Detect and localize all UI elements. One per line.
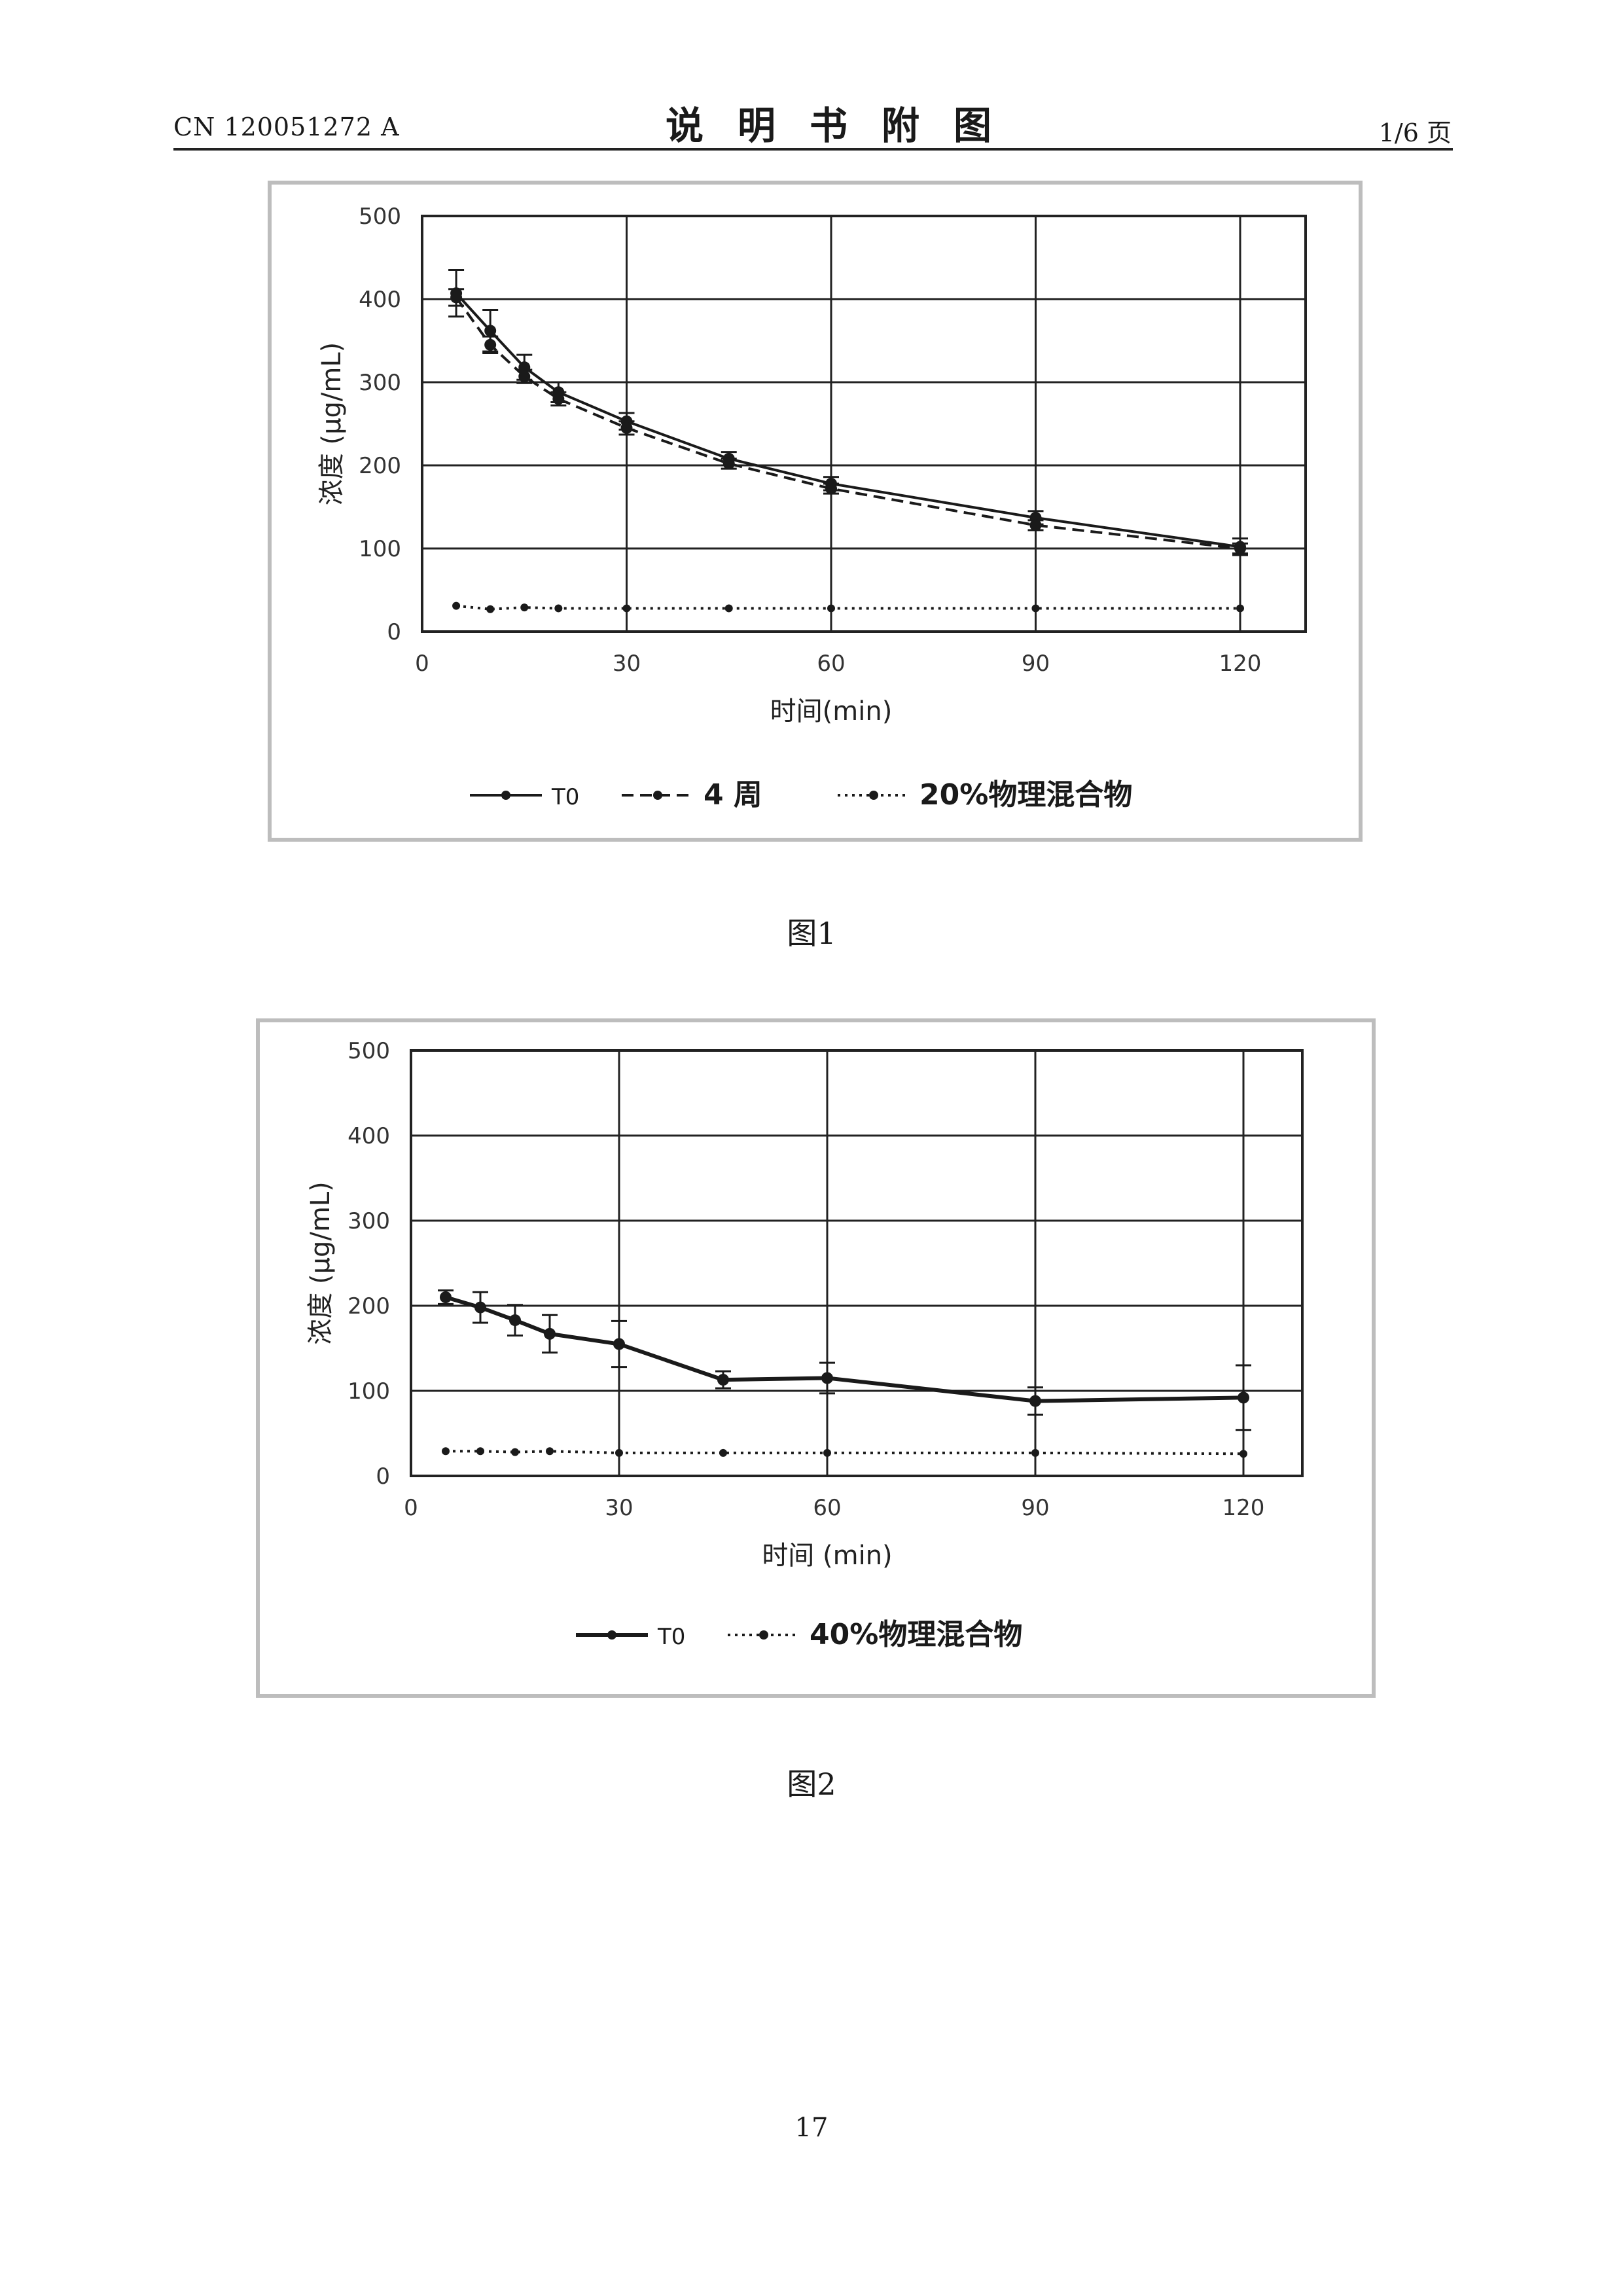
x-tick-label: 90 xyxy=(1022,651,1050,677)
y-tick-label: 500 xyxy=(348,1038,390,1064)
chart-frame xyxy=(270,183,1361,840)
data-point xyxy=(484,325,496,336)
data-point xyxy=(821,1372,833,1384)
legend-label-1: 4 周 xyxy=(704,778,762,812)
figure-2-caption: 图2 xyxy=(0,1761,1623,1804)
data-point xyxy=(1238,1391,1249,1403)
data-point xyxy=(623,604,631,612)
x-tick-label: 0 xyxy=(415,651,429,677)
x-axis-title: 时间 (min) xyxy=(762,1541,892,1571)
chart-frame xyxy=(258,1020,1374,1696)
y-tick-label: 300 xyxy=(359,370,401,396)
y-axis-title: 浓度 (µg/mL) xyxy=(317,342,347,506)
x-tick-label: 30 xyxy=(605,1495,633,1521)
data-point xyxy=(552,393,564,404)
data-point xyxy=(823,1449,831,1457)
y-tick-label: 500 xyxy=(359,204,401,230)
legend-label-0: T0 xyxy=(657,1624,685,1650)
x-tick-label: 0 xyxy=(404,1495,418,1521)
data-point xyxy=(476,1447,484,1455)
y-tick-label: 400 xyxy=(359,287,401,313)
legend-marker xyxy=(653,791,662,800)
data-point xyxy=(452,602,460,610)
header-rule xyxy=(173,148,1453,151)
legend-label-0: T0 xyxy=(551,784,579,810)
data-point xyxy=(725,604,733,612)
data-point xyxy=(544,1328,556,1340)
y-tick-label: 200 xyxy=(359,453,401,479)
x-tick-label: 90 xyxy=(1021,1495,1049,1521)
data-point xyxy=(1234,543,1246,554)
data-point xyxy=(1240,1450,1247,1458)
legend-marker xyxy=(869,791,878,800)
figure-1-chart: 0 100 200 300 400 500 0 30 60 90 120 时间(min) 浓度 (µg/… xyxy=(267,180,1363,842)
y-axis-title: 浓度 (µg/mL) xyxy=(306,1181,336,1345)
y-tick-label: 0 xyxy=(387,619,401,645)
data-point xyxy=(717,1374,729,1386)
page-indicator: 1/6 页 xyxy=(1379,113,1452,149)
x-tick-label: 60 xyxy=(813,1495,841,1521)
y-tick-label: 300 xyxy=(348,1208,390,1234)
data-point xyxy=(509,1314,521,1326)
figure-2-chart: 0 100 200 300 400 500 0 30 60 90 120 时间 (min) 浓度 (µg… xyxy=(255,1018,1376,1698)
data-point xyxy=(442,1447,450,1455)
data-point xyxy=(554,604,562,612)
data-point xyxy=(518,370,530,382)
data-point xyxy=(723,457,735,469)
data-point xyxy=(1236,604,1244,612)
y-tick-label: 100 xyxy=(348,1378,390,1405)
data-point xyxy=(511,1448,519,1456)
legend-marker xyxy=(759,1630,768,1640)
data-point xyxy=(450,291,462,303)
data-point xyxy=(1032,604,1040,612)
x-tick-label: 120 xyxy=(1222,1495,1265,1521)
data-point xyxy=(520,603,528,611)
data-point xyxy=(546,1447,554,1455)
x-tick-label: 60 xyxy=(817,651,845,677)
y-tick-label: 100 xyxy=(359,536,401,562)
data-point xyxy=(621,422,633,434)
data-point xyxy=(486,605,494,613)
data-point xyxy=(484,339,496,351)
data-point xyxy=(440,1291,452,1303)
y-tick-label: 200 xyxy=(348,1293,390,1319)
data-point xyxy=(1029,1395,1041,1407)
legend-marker xyxy=(501,791,510,800)
data-point xyxy=(825,483,837,495)
x-tick-label: 30 xyxy=(613,651,641,677)
page-number: 17 xyxy=(0,2113,1623,2143)
data-point xyxy=(613,1338,625,1350)
y-tick-label: 400 xyxy=(348,1123,390,1149)
x-tick-label: 120 xyxy=(1219,651,1262,677)
legend-marker xyxy=(607,1630,616,1640)
data-point xyxy=(827,604,835,612)
data-point xyxy=(474,1302,486,1314)
data-point xyxy=(1031,1449,1039,1457)
data-point xyxy=(719,1449,727,1457)
x-axis-title: 时间(min) xyxy=(770,696,893,726)
data-point xyxy=(1030,519,1042,531)
figure-1-caption: 图1 xyxy=(0,910,1623,953)
legend-label-2: 20%物理混合物 xyxy=(919,778,1132,812)
legend-label-1: 40%物理混合物 xyxy=(810,1618,1022,1651)
data-point xyxy=(615,1449,623,1457)
y-tick-label: 0 xyxy=(376,1463,390,1490)
